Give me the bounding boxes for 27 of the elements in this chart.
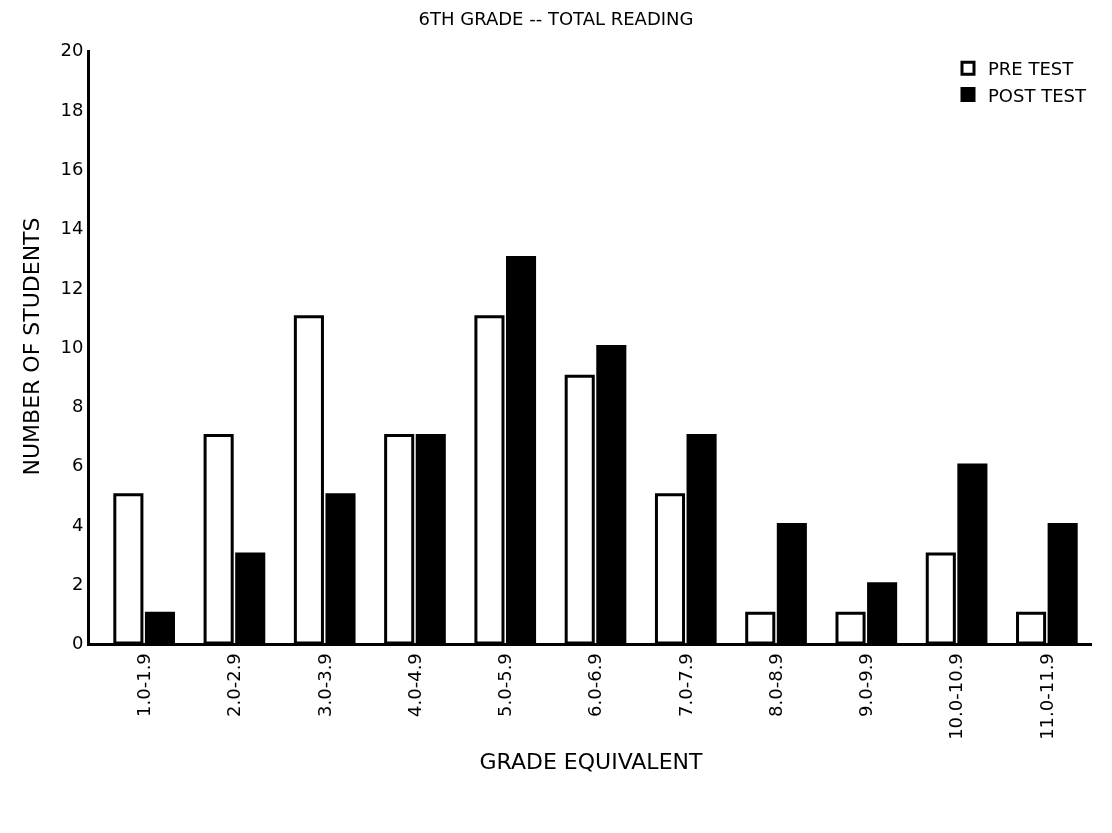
- x-tick-label: 9.0-9.9: [855, 653, 877, 717]
- y-tick-label: 0: [71, 632, 84, 654]
- legend-label: POST TEST: [988, 84, 1087, 106]
- chart-title: 6TH GRADE -- TOTAL READING: [418, 8, 694, 30]
- x-tick-label: 7.0-7.9: [674, 653, 696, 717]
- x-tick-label: 2.0-2.9: [223, 653, 245, 717]
- y-tick-label: 2: [71, 573, 84, 594]
- y-tick-label: 18: [60, 98, 84, 120]
- y-tick-label: 4: [71, 513, 84, 535]
- x-tick-label: 3.0-3.9: [313, 653, 335, 717]
- x-axis-title: GRADE EQUIVALENT: [479, 748, 703, 774]
- legend-label: PRE TEST: [988, 58, 1075, 80]
- y-tick-label: 8: [71, 395, 84, 417]
- y-tick-label: 6: [71, 454, 84, 476]
- x-tick-label: 1.0-1.9: [133, 653, 155, 717]
- y-tick-label: 16: [60, 157, 84, 179]
- x-tick-label: 5.0-5.9: [494, 653, 516, 717]
- y-axis-title: NUMBER OF STUDENTS: [19, 217, 45, 476]
- y-tick-label: 12: [60, 276, 84, 298]
- y-tick-label: 20: [60, 39, 84, 61]
- y-tick-label: 10: [60, 335, 84, 357]
- x-tick-label: 4.0-4.9: [403, 653, 425, 717]
- x-tick-label: 8.0-8.9: [764, 653, 786, 717]
- y-tick-label: 14: [60, 217, 84, 239]
- x-tick-label: 11.0-11.9: [1035, 653, 1057, 740]
- x-tick-label: 10.0-10.9: [945, 653, 967, 740]
- x-tick-label: 6.0-6.9: [584, 653, 606, 717]
